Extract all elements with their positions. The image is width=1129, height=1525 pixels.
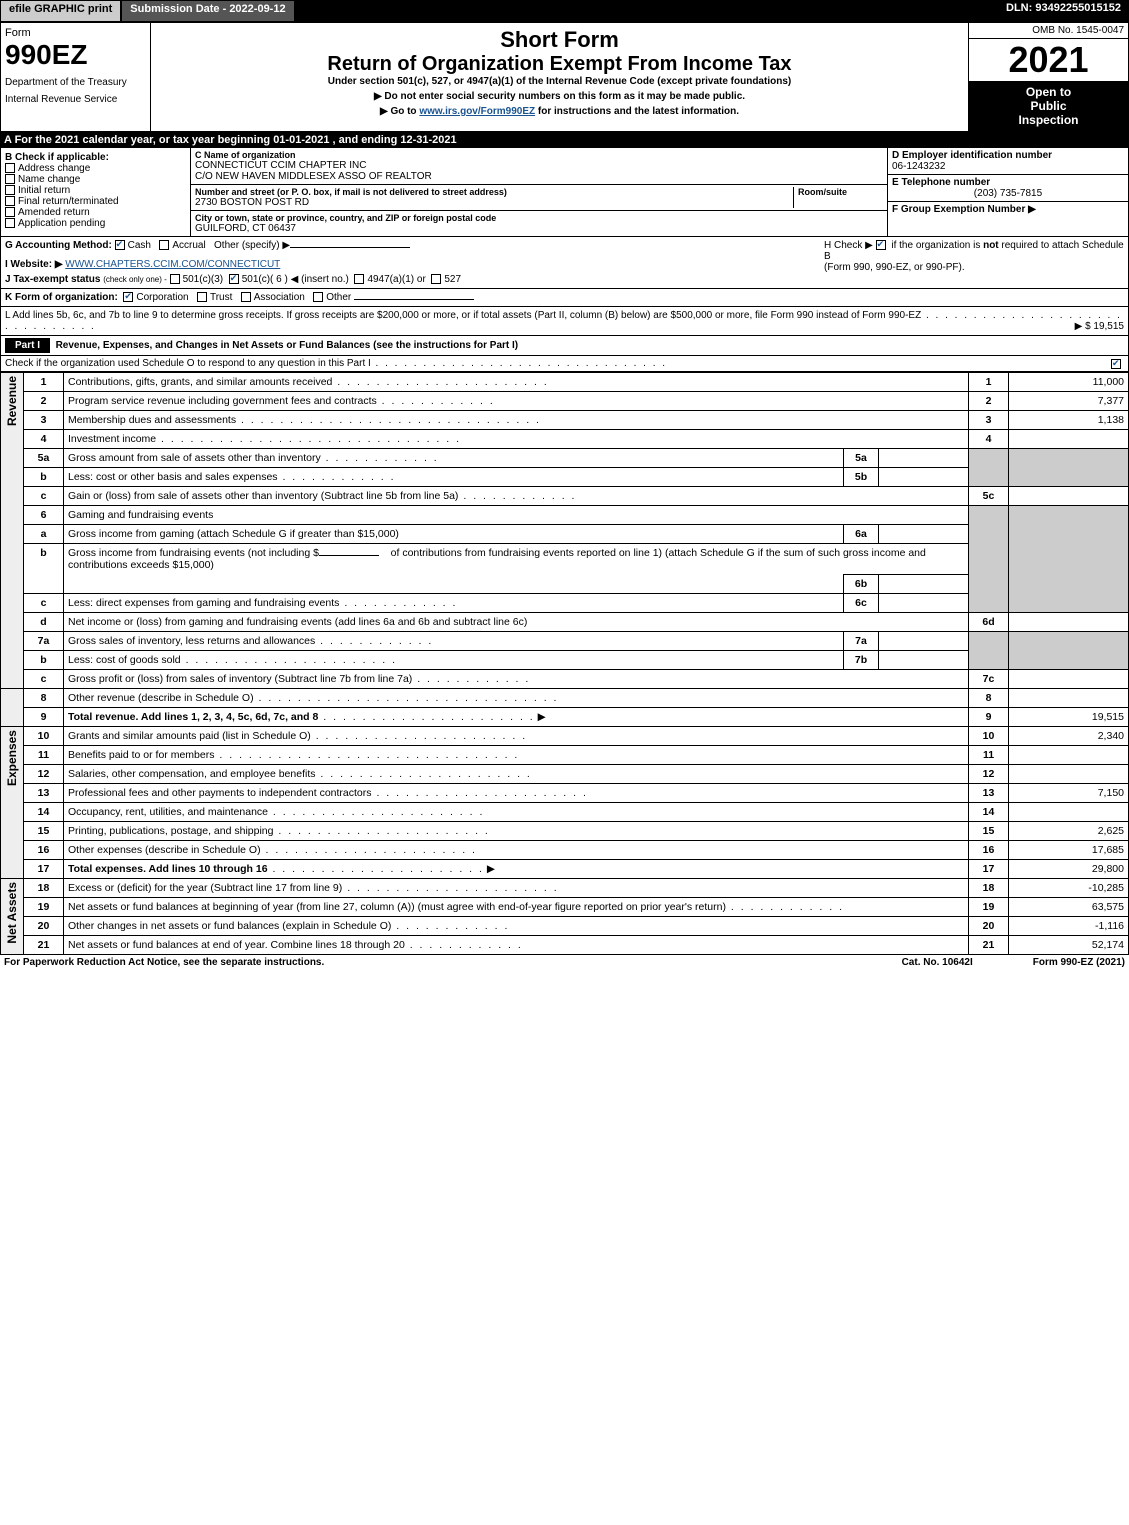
chk-initial-return[interactable] <box>5 185 15 195</box>
b-label: B Check if applicable: <box>5 152 186 163</box>
d-ein-label: D Employer identification number <box>892 150 1124 161</box>
goto-line: ▶ Go to www.irs.gov/Form990EZ for instru… <box>155 106 964 117</box>
phone-value: (203) 735-7815 <box>892 188 1124 199</box>
form-number: 990EZ <box>5 39 146 71</box>
chk-address-change[interactable] <box>5 163 15 173</box>
j-tax-exempt: J Tax-exempt status (check only one) - 5… <box>5 274 824 285</box>
chk-4947[interactable] <box>354 274 364 284</box>
line-2-amt: 7,377 <box>1009 392 1129 411</box>
chk-final-return[interactable] <box>5 196 15 206</box>
return-title: Return of Organization Exempt From Incom… <box>155 53 964 76</box>
chk-trust[interactable] <box>197 292 207 302</box>
line-17-amt: 29,800 <box>1009 860 1129 879</box>
irs-link[interactable]: www.irs.gov/Form990EZ <box>419 106 535 117</box>
room-label: Room/suite <box>798 187 883 197</box>
line-10-amt: 2,340 <box>1009 727 1129 746</box>
section-def: D Employer identification number 06-1243… <box>888 148 1128 236</box>
g-accounting: G Accounting Method: Cash Accrual Other … <box>5 240 824 251</box>
ssn-warning: ▶ Do not enter social security numbers o… <box>155 91 964 102</box>
form-header: Form 990EZ Department of the Treasury In… <box>0 22 1129 132</box>
part-i-header: Part I Revenue, Expenses, and Changes in… <box>0 336 1129 356</box>
city-label: City or town, state or province, country… <box>195 213 883 223</box>
chk-schedule-o[interactable] <box>1111 359 1121 369</box>
dept-treasury: Department of the Treasury <box>5 77 146 88</box>
website-link[interactable]: WWW.CHAPTERS.CCIM.COM/CONNECTICUT <box>65 259 280 270</box>
h-check: H Check ▶ if the organization is not req… <box>824 240 1124 285</box>
chk-other-org[interactable] <box>313 292 323 302</box>
expenses-label: Expenses <box>5 730 19 786</box>
addr-label: Number and street (or P. O. box, if mail… <box>195 187 793 197</box>
open-inspection: Open to Public Inspection <box>969 81 1128 131</box>
top-bar: efile GRAPHIC print Submission Date - 20… <box>0 0 1129 22</box>
org-co: C/O NEW HAVEN MIDDLESEX ASSO OF REALTOR <box>195 171 883 182</box>
dln-label: DLN: 93492255015152 <box>998 0 1129 22</box>
line-21-amt: 52,174 <box>1009 936 1129 955</box>
chk-amended-return[interactable] <box>5 207 15 217</box>
chk-501c[interactable] <box>229 274 239 284</box>
short-form-title: Short Form <box>155 27 964 53</box>
page-footer: For Paperwork Reduction Act Notice, see … <box>0 955 1129 970</box>
line-18-amt: -10,285 <box>1009 879 1129 898</box>
form-word: Form <box>5 27 146 39</box>
section-b: B Check if applicable: Address change Na… <box>1 148 191 236</box>
line-19-amt: 63,575 <box>1009 898 1129 917</box>
line-15-amt: 2,625 <box>1009 822 1129 841</box>
e-phone-label: E Telephone number <box>892 177 1124 188</box>
line-13-amt: 7,150 <box>1009 784 1129 803</box>
cat-no: Cat. No. 10642I <box>902 957 973 968</box>
part-i-table: Revenue 1 Contributions, gifts, grants, … <box>0 372 1129 955</box>
submission-date: Submission Date - 2022-09-12 <box>121 0 294 22</box>
net-assets-label: Net Assets <box>5 882 19 944</box>
line-9-amt: 19,515 <box>1009 708 1129 727</box>
section-a-calendar: A For the 2021 calendar year, or tax yea… <box>0 132 1129 148</box>
section-bcd: B Check if applicable: Address change Na… <box>0 148 1129 237</box>
chk-501c3[interactable] <box>170 274 180 284</box>
l-amount: ▶ $ 19,515 <box>1075 321 1124 332</box>
line-20-amt: -1,116 <box>1009 917 1129 936</box>
chk-application-pending[interactable] <box>5 218 15 228</box>
org-address: 2730 BOSTON POST RD <box>195 197 793 208</box>
revenue-label: Revenue <box>5 376 19 426</box>
omb-number: OMB No. 1545-0047 <box>969 23 1128 39</box>
part-i-check: Check if the organization used Schedule … <box>0 356 1129 372</box>
section-ghijk: G Accounting Method: Cash Accrual Other … <box>0 237 1129 289</box>
paperwork-notice: For Paperwork Reduction Act Notice, see … <box>4 957 902 968</box>
c-name-label: C Name of organization <box>195 150 883 160</box>
chk-cash[interactable] <box>115 240 125 250</box>
i-website: I Website: ▶ WWW.CHAPTERS.CCIM.COM/CONNE… <box>5 259 824 270</box>
dept-irs: Internal Revenue Service <box>5 94 146 105</box>
form-ref: Form 990-EZ (2021) <box>1033 957 1125 968</box>
org-name: CONNECTICUT CCIM CHAPTER INC <box>195 160 883 171</box>
line-16-amt: 17,685 <box>1009 841 1129 860</box>
chk-accrual[interactable] <box>159 240 169 250</box>
part-i-label: Part I <box>5 338 50 353</box>
chk-corporation[interactable] <box>123 292 133 302</box>
line-3-amt: 1,138 <box>1009 411 1129 430</box>
chk-schedule-b[interactable] <box>876 240 886 250</box>
line-1-amt: 11,000 <box>1009 373 1129 392</box>
chk-527[interactable] <box>431 274 441 284</box>
part-i-title: Revenue, Expenses, and Changes in Net As… <box>56 340 519 351</box>
tax-year: 2021 <box>969 39 1128 81</box>
efile-button[interactable]: efile GRAPHIC print <box>0 0 121 22</box>
under-section: Under section 501(c), 527, or 4947(a)(1)… <box>155 76 964 87</box>
chk-association[interactable] <box>241 292 251 302</box>
chk-name-change[interactable] <box>5 174 15 184</box>
f-group-label: F Group Exemption Number ▶ <box>892 204 1124 215</box>
section-c: C Name of organization CONNECTICUT CCIM … <box>191 148 888 236</box>
k-form-org: K Form of organization: Corporation Trus… <box>0 289 1129 307</box>
l-gross-receipts: L Add lines 5b, 6c, and 7b to line 9 to … <box>0 307 1129 336</box>
ein-value: 06-1243232 <box>892 161 1124 172</box>
line-4-amt <box>1009 430 1129 449</box>
org-city: GUILFORD, CT 06437 <box>195 223 883 234</box>
line-1-num: 1 <box>24 373 64 392</box>
